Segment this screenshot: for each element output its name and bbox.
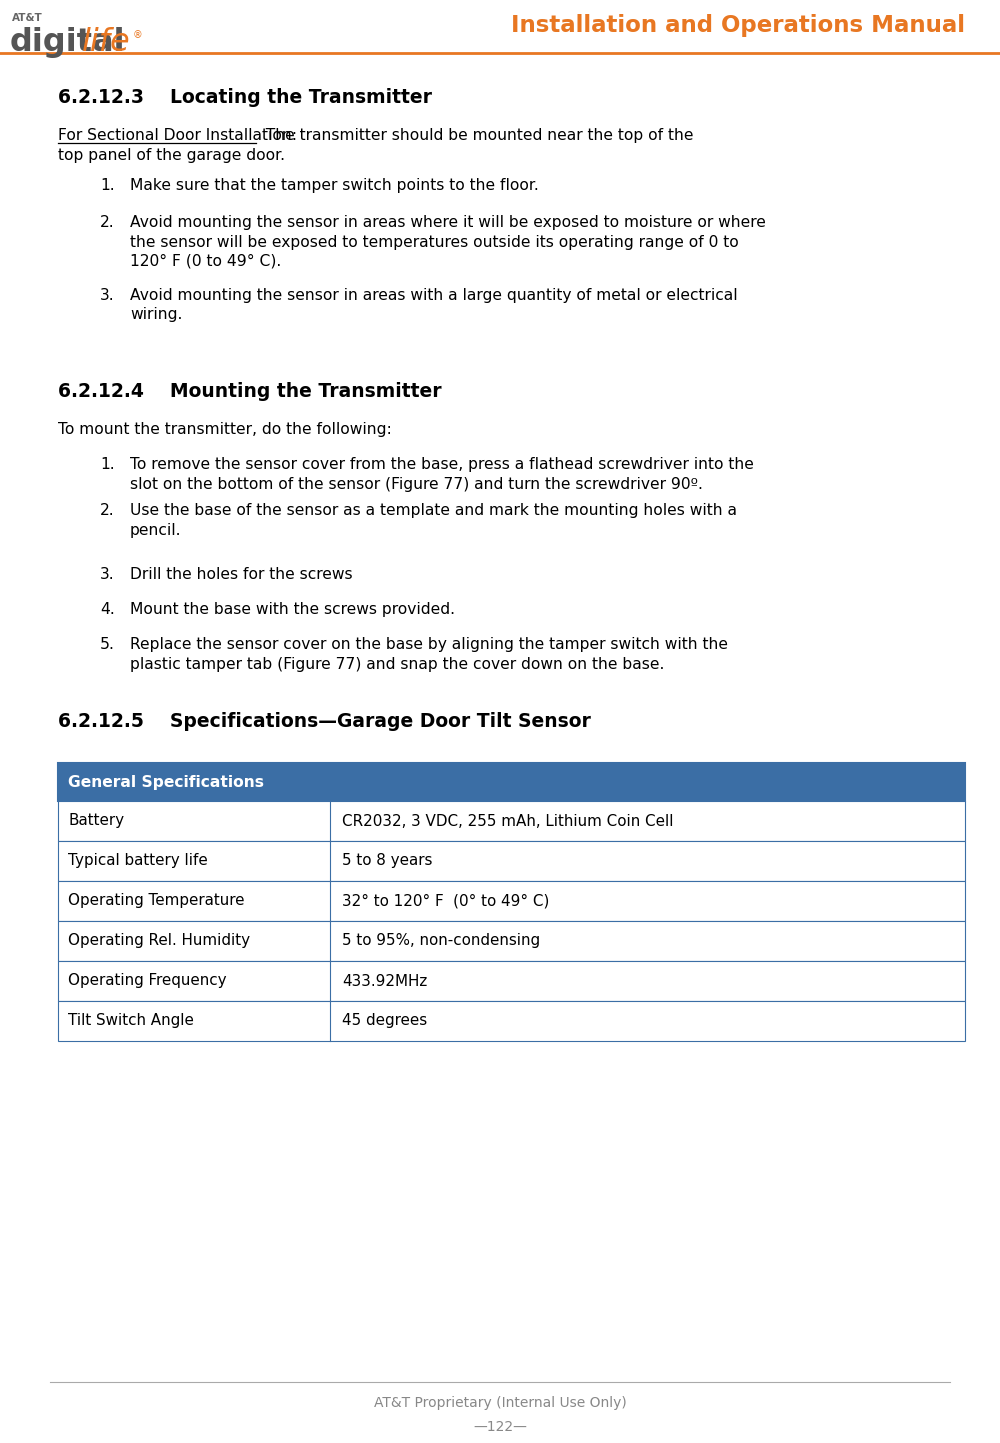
Text: 5.: 5. bbox=[100, 636, 115, 652]
Text: Use the base of the sensor as a template and mark the mounting holes with a: Use the base of the sensor as a template… bbox=[130, 504, 737, 518]
Text: Mount the base with the screws provided.: Mount the base with the screws provided. bbox=[130, 602, 455, 618]
Text: 1.: 1. bbox=[100, 177, 115, 193]
Text: To remove the sensor cover from the base, press a flathead screwdriver into the: To remove the sensor cover from the base… bbox=[130, 457, 754, 472]
FancyBboxPatch shape bbox=[58, 841, 965, 882]
Text: 3.: 3. bbox=[100, 567, 115, 582]
Text: Battery: Battery bbox=[68, 814, 124, 828]
Text: Make sure that the tamper switch points to the floor.: Make sure that the tamper switch points … bbox=[130, 177, 539, 193]
Text: AT&T: AT&T bbox=[12, 13, 43, 23]
Text: General Specifications: General Specifications bbox=[68, 775, 264, 789]
Text: CR2032, 3 VDC, 255 mAh, Lithium Coin Cell: CR2032, 3 VDC, 255 mAh, Lithium Coin Cel… bbox=[342, 814, 674, 828]
FancyBboxPatch shape bbox=[58, 961, 965, 1001]
Text: Replace the sensor cover on the base by aligning the tamper switch with the: Replace the sensor cover on the base by … bbox=[130, 636, 728, 652]
Text: To mount the transmitter, do the following:: To mount the transmitter, do the followi… bbox=[58, 421, 392, 437]
Text: ®: ® bbox=[133, 30, 143, 40]
Text: Typical battery life: Typical battery life bbox=[68, 853, 208, 869]
Text: 2.: 2. bbox=[100, 504, 115, 518]
Text: Operating Frequency: Operating Frequency bbox=[68, 974, 227, 988]
Text: —122—: —122— bbox=[473, 1420, 527, 1434]
Text: 5 to 8 years: 5 to 8 years bbox=[342, 853, 432, 869]
FancyBboxPatch shape bbox=[58, 882, 965, 921]
Text: plastic tamper tab (Figure 77) and snap the cover down on the base.: plastic tamper tab (Figure 77) and snap … bbox=[130, 657, 664, 671]
Text: The transmitter should be mounted near the top of the: The transmitter should be mounted near t… bbox=[256, 128, 694, 143]
Text: top panel of the garage door.: top panel of the garage door. bbox=[58, 149, 285, 163]
FancyBboxPatch shape bbox=[58, 1001, 965, 1040]
Text: Avoid mounting the sensor in areas where it will be exposed to moisture or where: Avoid mounting the sensor in areas where… bbox=[130, 215, 766, 229]
Text: Operating Temperature: Operating Temperature bbox=[68, 893, 244, 909]
Text: Operating Rel. Humidity: Operating Rel. Humidity bbox=[68, 934, 250, 948]
Text: 6.2.12.5    Specifications—Garage Door Tilt Sensor: 6.2.12.5 Specifications—Garage Door Tilt… bbox=[58, 711, 591, 732]
Text: AT&T Proprietary (Internal Use Only): AT&T Proprietary (Internal Use Only) bbox=[374, 1395, 626, 1410]
Text: 45 degrees: 45 degrees bbox=[342, 1013, 427, 1029]
FancyBboxPatch shape bbox=[58, 801, 965, 841]
Text: digital: digital bbox=[10, 27, 126, 58]
Text: 4.: 4. bbox=[100, 602, 115, 618]
Text: 6.2.12.4    Mounting the Transmitter: 6.2.12.4 Mounting the Transmitter bbox=[58, 382, 442, 401]
Text: 2.: 2. bbox=[100, 215, 115, 229]
Text: Installation and Operations Manual: Installation and Operations Manual bbox=[511, 14, 965, 38]
Text: 433.92MHz: 433.92MHz bbox=[342, 974, 427, 988]
Text: 5 to 95%, non-condensing: 5 to 95%, non-condensing bbox=[342, 934, 540, 948]
Text: Tilt Switch Angle: Tilt Switch Angle bbox=[68, 1013, 194, 1029]
Text: 32° to 120° F  (0° to 49° C): 32° to 120° F (0° to 49° C) bbox=[342, 893, 549, 909]
Text: pencil.: pencil. bbox=[130, 522, 182, 537]
Text: 3.: 3. bbox=[100, 289, 115, 303]
FancyBboxPatch shape bbox=[58, 921, 965, 961]
Text: the sensor will be exposed to temperatures outside its operating range of 0 to: the sensor will be exposed to temperatur… bbox=[130, 235, 739, 250]
Text: life: life bbox=[82, 27, 131, 58]
FancyBboxPatch shape bbox=[58, 763, 965, 801]
Text: 1.: 1. bbox=[100, 457, 115, 472]
Text: For Sectional Door Installation:: For Sectional Door Installation: bbox=[58, 128, 297, 143]
Text: slot on the bottom of the sensor (Figure 77) and turn the screwdriver 90º.: slot on the bottom of the sensor (Figure… bbox=[130, 476, 703, 492]
Text: wiring.: wiring. bbox=[130, 307, 182, 322]
Text: Drill the holes for the screws: Drill the holes for the screws bbox=[130, 567, 353, 582]
Text: Avoid mounting the sensor in areas with a large quantity of metal or electrical: Avoid mounting the sensor in areas with … bbox=[130, 289, 738, 303]
Text: 6.2.12.3    Locating the Transmitter: 6.2.12.3 Locating the Transmitter bbox=[58, 88, 432, 107]
Text: 120° F (0 to 49° C).: 120° F (0 to 49° C). bbox=[130, 254, 281, 268]
